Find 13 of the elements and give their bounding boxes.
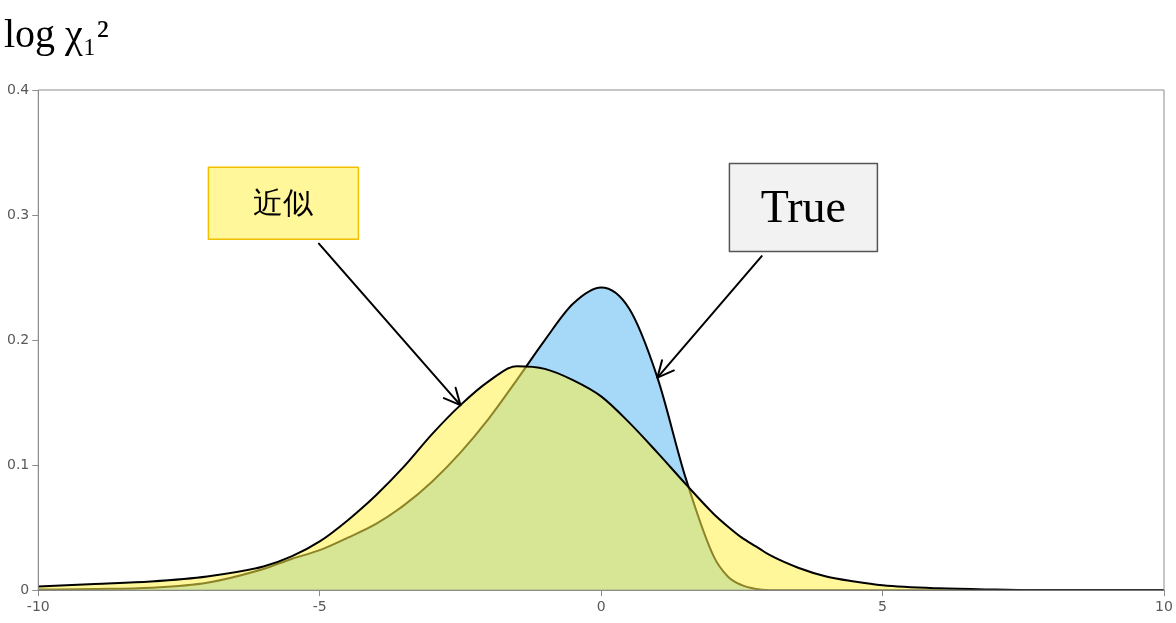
- x-tick-label: 0: [596, 598, 606, 615]
- annotation: 近似: [253, 184, 314, 220]
- annotation: True: [760, 180, 847, 232]
- y-tick-label: 0.4: [7, 80, 30, 97]
- y-tick-label: 0.1: [7, 455, 30, 472]
- y-tick-label: 0.2: [7, 330, 30, 347]
- x-tick-label: -5: [312, 598, 327, 615]
- chart-title: log χ₁²: [4, 10, 109, 56]
- y-tick-label: 0.3: [7, 205, 30, 222]
- x-tick-label: -10: [26, 598, 50, 615]
- x-tick-label: 10: [1155, 598, 1173, 615]
- y-tick-label: 0: [20, 580, 30, 597]
- x-tick-label: 5: [878, 598, 888, 615]
